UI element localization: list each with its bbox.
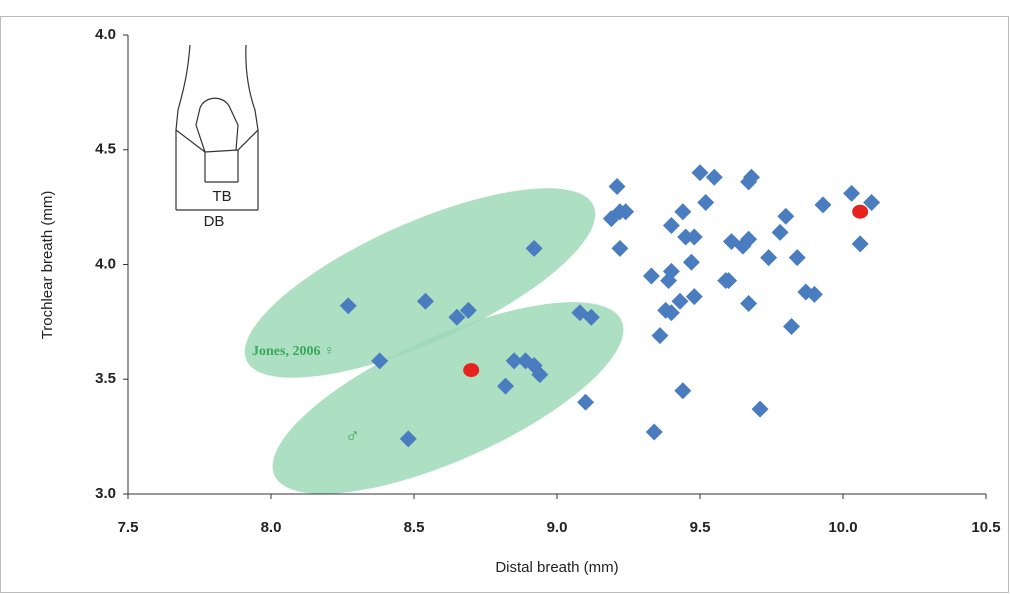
point <box>740 295 758 313</box>
point <box>448 308 466 326</box>
point <box>611 239 629 257</box>
point <box>617 203 635 221</box>
point <box>788 249 806 267</box>
point <box>671 292 689 310</box>
point <box>677 228 695 246</box>
y-tick-label: 4.0 <box>95 26 116 43</box>
point <box>777 207 795 225</box>
point <box>760 249 778 267</box>
point <box>577 393 595 411</box>
point <box>582 308 600 326</box>
inset-drawing <box>175 44 259 211</box>
point <box>805 285 823 303</box>
point <box>697 194 715 212</box>
point <box>682 253 700 271</box>
x-tick-label: 8.5 <box>404 519 425 536</box>
point <box>662 262 680 280</box>
frame <box>0 16 1009 593</box>
point <box>459 301 477 319</box>
point <box>645 423 663 441</box>
point <box>674 382 692 400</box>
point <box>371 352 389 370</box>
point <box>651 327 669 345</box>
point <box>685 228 703 246</box>
x-tick-label: 10.0 <box>828 519 857 536</box>
x-tick-label: 9.5 <box>690 519 711 536</box>
point <box>740 173 758 191</box>
y-tick-label: 4.5 <box>95 141 116 158</box>
point <box>685 288 703 306</box>
point <box>852 204 869 219</box>
point <box>497 377 515 395</box>
point <box>740 230 758 248</box>
point <box>751 400 769 418</box>
female-ellipse <box>244 188 596 378</box>
y-tick-label: 3.5 <box>95 370 116 387</box>
point <box>863 194 881 212</box>
x-tick-label: 10.5 <box>971 519 1000 536</box>
point <box>851 235 869 253</box>
annotation: TB <box>212 188 231 205</box>
point <box>814 196 832 214</box>
point <box>525 239 543 257</box>
y-axis-title: Trochlear breath (mm) <box>39 191 56 340</box>
annotation: ♂ <box>345 426 360 448</box>
male-ellipse <box>272 302 624 494</box>
x-tick-label: 9.0 <box>547 519 568 536</box>
point <box>662 304 680 322</box>
point <box>531 366 549 384</box>
x-axis-title: Distal breath (mm) <box>495 559 618 576</box>
annotation: DB <box>204 213 225 230</box>
point <box>771 223 789 241</box>
point <box>674 203 692 221</box>
y-tick-label: 4.0 <box>95 255 116 272</box>
point <box>843 184 861 202</box>
y-tick-label: 3.0 <box>95 485 116 502</box>
point <box>463 363 480 378</box>
point <box>783 317 801 335</box>
point <box>705 168 723 186</box>
x-tick-label: 8.0 <box>261 519 282 536</box>
point <box>339 297 357 315</box>
point <box>691 164 709 182</box>
point <box>717 272 735 290</box>
annotation: Jones, 2006 ♀ <box>252 344 334 359</box>
point <box>416 292 434 310</box>
x-tick-label: 7.5 <box>118 519 139 536</box>
point <box>399 430 417 448</box>
point <box>642 267 660 285</box>
point <box>662 216 680 234</box>
point <box>608 177 626 195</box>
